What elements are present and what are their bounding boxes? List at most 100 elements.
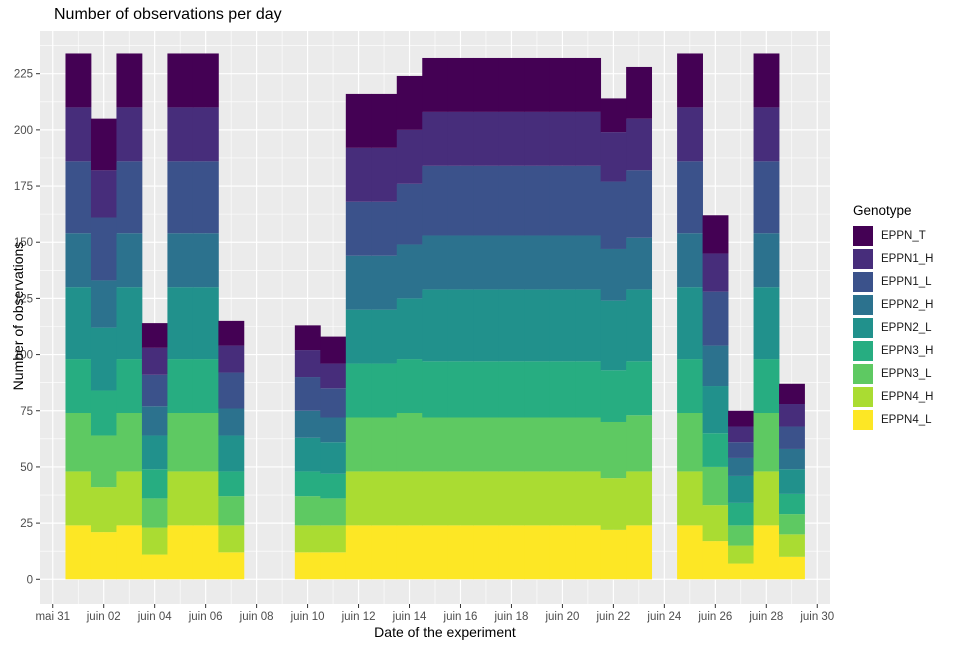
bar-segment-EPPN3_H [728, 502, 754, 526]
bar-segment-EPPN2_L [167, 287, 194, 360]
bar-segment-EPPN3_H [753, 359, 780, 413]
bar-segment-EPPN3_L [779, 514, 805, 535]
bar-segment-EPPN3_L [447, 417, 474, 472]
bar-segment-EPPN1_H [575, 111, 602, 166]
bar-segment-EPPN3_H [345, 363, 372, 418]
bar-segment-EPPN_T [702, 215, 729, 254]
bar-segment-EPPN4_H [575, 471, 602, 526]
bar-segment-EPPN_T [422, 57, 449, 112]
bar-segment-EPPN1_H [779, 404, 805, 427]
bar-segment-EPPN2_H [396, 244, 423, 299]
bar-segment-EPPN4_L [371, 525, 398, 580]
bar-segment-EPPN1_H [677, 107, 703, 162]
legend-item-EPPN4_L: EPPN4_L [853, 408, 933, 431]
bar-segment-EPPN3_H [294, 471, 321, 497]
bar-segment-EPPN2_L [90, 327, 117, 391]
bar-segment-EPPN4_H [396, 471, 423, 526]
bar-segment-EPPN3_L [116, 413, 143, 472]
bar-segment-EPPN_T [524, 57, 551, 112]
bar-segment-EPPN_T [320, 336, 347, 364]
bar-segment-EPPN4_H [192, 471, 219, 526]
bar-segment-EPPN2_L [779, 469, 805, 494]
legend-key [853, 248, 873, 269]
bar-segment-EPPN_T [65, 53, 92, 108]
bar-segment-EPPN1_L [422, 165, 449, 236]
legend-item-EPPN4_H: EPPN4_H [853, 385, 933, 408]
bar-segment-EPPN3_L [422, 417, 449, 472]
bar-segment-EPPN3_L [371, 417, 398, 472]
bar-segment-EPPN4_H [167, 471, 194, 526]
bar-segment-EPPN1_L [677, 161, 703, 234]
bar-segment-EPPN4_H [218, 525, 245, 553]
bar-segment-EPPN2_H [549, 235, 576, 290]
bar-segment-EPPN2_L [702, 386, 729, 434]
bar-segment-EPPN4_H [371, 471, 398, 526]
bar-segment-EPPN3_H [396, 359, 423, 413]
bar-segment-EPPN3_L [753, 413, 780, 472]
bar-segment-EPPN_T [141, 323, 168, 348]
bar-segment-EPPN4_L [320, 552, 347, 580]
bar-segment-EPPN3_H [447, 361, 474, 418]
bar-segment-EPPN2_L [549, 289, 576, 362]
x-tick-label: juin 24 [646, 611, 681, 623]
bar-segment-EPPN1_L [524, 165, 551, 236]
bar-segment-EPPN1_L [447, 165, 474, 236]
y-tick-label: 225 [14, 69, 33, 81]
bar-segment-EPPN4_L [779, 556, 805, 580]
bar-segment-EPPN4_H [320, 525, 347, 553]
bar-segment-EPPN1_L [702, 291, 729, 346]
bar-segment-EPPN3_H [320, 473, 347, 499]
bar-segment-EPPN4_L [524, 525, 551, 580]
bar-segment-EPPN2_L [524, 289, 551, 362]
bar-segment-EPPN1_H [218, 345, 245, 373]
bar-segment-EPPN1_H [422, 111, 449, 166]
bar-segment-EPPN4_H [473, 471, 500, 526]
bar-segment-EPPN_T [218, 320, 245, 346]
bar-segment-EPPN4_H [779, 534, 805, 557]
bar-segment-EPPN4_L [677, 525, 703, 580]
bar-segment-EPPN3_H [141, 469, 168, 499]
legend-label: EPPN_T [881, 229, 926, 242]
bar-segment-EPPN_T [779, 383, 805, 405]
bar-segment-EPPN2_L [473, 289, 500, 362]
bar-segment-EPPN1_H [524, 111, 551, 166]
legend-item-EPPN2_H: EPPN2_H [853, 293, 933, 316]
bar-segment-EPPN1_L [549, 165, 576, 236]
bar-segment-EPPN1_H [498, 111, 525, 166]
bar-segment-EPPN2_L [728, 475, 754, 503]
bar-segment-EPPN4_H [702, 505, 729, 542]
legend-label: EPPN2_L [881, 321, 932, 334]
bar-segment-EPPN2_H [473, 235, 500, 290]
bars [65, 53, 805, 580]
bar-segment-EPPN3_H [65, 359, 92, 413]
bar-segment-EPPN_T [473, 57, 500, 112]
x-tick-label: juin 14 [392, 611, 427, 623]
bar-segment-EPPN2_L [447, 289, 474, 362]
y-axis-label: Number of observations [10, 241, 26, 391]
x-tick-label: juin 02 [86, 611, 121, 623]
x-tick-label: juin 16 [443, 611, 478, 623]
bar-segment-EPPN3_H [473, 361, 500, 418]
bar-segment-EPPN2_H [218, 408, 245, 436]
legend-key [853, 340, 873, 361]
bar-segment-EPPN_T [626, 66, 653, 119]
bar-segment-EPPN2_L [294, 437, 321, 472]
bar-segment-EPPN1_H [396, 129, 423, 184]
bar-segment-EPPN3_L [192, 413, 219, 472]
bar-segment-EPPN4_L [141, 554, 168, 580]
bar-segment-EPPN4_H [90, 487, 117, 533]
bar-segment-EPPN4_L [473, 525, 500, 580]
bar-segment-EPPN1_H [702, 253, 729, 292]
bar-segment-EPPN2_L [345, 309, 372, 364]
legend-key [853, 225, 873, 246]
bar-segment-EPPN4_H [447, 471, 474, 526]
bar-segment-EPPN1_H [626, 118, 653, 171]
bar-segment-EPPN4_L [702, 541, 729, 580]
bar-segment-EPPN2_L [422, 289, 449, 362]
bar-segment-EPPN3_L [524, 417, 551, 472]
bar-segment-EPPN2_L [65, 287, 92, 360]
bar-segment-EPPN1_L [626, 170, 653, 238]
bar-segment-EPPN2_H [167, 233, 194, 288]
bar-segment-EPPN2_H [677, 233, 703, 288]
bar-segment-EPPN4_L [294, 552, 321, 580]
